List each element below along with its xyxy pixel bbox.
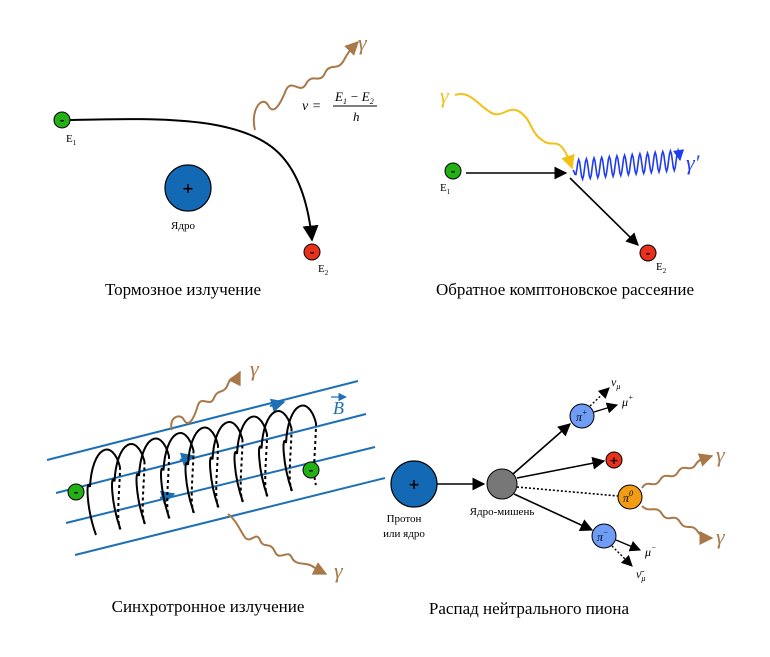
e1-label: E1 <box>440 182 451 196</box>
bremsstrahlung-caption: Тормозное излучение <box>105 280 261 299</box>
electron-e2: - <box>303 243 321 261</box>
proton-label-line2: или ядро <box>383 528 425 540</box>
photon-wave-top <box>170 370 241 431</box>
target-nucleus <box>486 468 518 500</box>
gamma-wave-top <box>641 453 714 489</box>
nu-mu-label: νμ <box>611 375 620 391</box>
electron-helix <box>86 404 317 536</box>
electron-e1: - <box>444 162 462 180</box>
mu-minus-path <box>615 539 642 552</box>
nucleus: + <box>164 164 212 212</box>
helix-loop-back <box>264 433 268 497</box>
field-label: B <box>331 392 347 418</box>
mu-plus-label: μ+ <box>621 393 633 409</box>
e1-label: E1 <box>66 133 77 147</box>
photon-wave-bottom <box>227 513 328 575</box>
formula-lhs: ν = <box>302 99 321 114</box>
outgoing-photon-label: γ′ <box>686 150 701 175</box>
proton-product: + <box>605 451 623 469</box>
field-arrow <box>159 490 176 505</box>
electron-e2: - <box>639 244 657 262</box>
nubar-mu-path <box>611 545 633 567</box>
synchrotron-panel: B - - γ γ Синхротронное излучение <box>46 356 386 616</box>
pi-plus-path <box>512 423 571 475</box>
outgoing-photon-wave <box>572 147 685 182</box>
pi-minus: π− <box>591 523 617 549</box>
electron-sign: - <box>60 114 65 127</box>
e2-label: E2 <box>656 261 667 275</box>
scattered-electron-path <box>569 177 639 246</box>
pi-plus: π+ <box>569 403 595 429</box>
svg-text:-: - <box>646 247 651 260</box>
svg-text:-: - <box>74 486 79 499</box>
incoming-photon-label: γ <box>440 83 450 108</box>
proton-product-path <box>516 456 606 479</box>
nucleus-label: Ядро <box>171 220 195 232</box>
incoming-photon-wave <box>454 93 575 170</box>
field-arrow <box>179 452 196 467</box>
svg-text:-: - <box>309 464 314 477</box>
photon-label: γ <box>358 30 368 55</box>
inverse-compton-caption: Обратное комптоновское рассеяние <box>436 280 694 299</box>
incoming-proton: + <box>390 460 438 508</box>
target-label: Ядро-мишень <box>470 506 535 518</box>
helix-loop-back <box>215 444 219 508</box>
field-line <box>55 413 367 494</box>
e2-label: E2 <box>318 263 329 277</box>
svg-text:-: - <box>310 246 315 259</box>
pion-decay-caption: Распад нейтрального пиона <box>429 599 630 618</box>
formula: ν = E1− E2 h <box>302 89 377 124</box>
nucleus-sign: + <box>182 181 194 197</box>
svg-text:B: B <box>333 398 344 418</box>
svg-text:π+: π+ <box>576 408 587 424</box>
electron-start: - <box>67 483 85 501</box>
photon-wave <box>252 41 359 131</box>
formula-denominator: h <box>353 109 360 124</box>
svg-text:π−: π− <box>597 528 608 544</box>
photon-label-bottom: γ <box>334 558 344 583</box>
gamma-top-label: γ <box>716 442 726 467</box>
pi-zero-path <box>516 486 619 497</box>
electron-trajectory <box>69 118 319 242</box>
pi-minus-path <box>513 493 594 531</box>
bremsstrahlung-panel: - E1 + Ядро - E2 γ ν = E1− E2 h Тормозное… <box>53 30 377 299</box>
field-arrow <box>269 398 286 413</box>
helix-loop-back <box>190 450 195 513</box>
nu-mu-path <box>589 387 610 407</box>
helix-loop-back <box>239 439 244 502</box>
proton-label-line1: Протон <box>387 513 422 525</box>
pion-decay-panel: + Протон или ядро Ядро-мишень π+ νμ μ+ +… <box>383 375 726 618</box>
helix-loop-front <box>86 448 121 536</box>
electron-e1: - <box>53 111 71 129</box>
pi-zero: π0 <box>617 484 643 510</box>
gamma-wave-bottom <box>641 505 714 545</box>
field-line <box>46 380 359 461</box>
gamma-bottom-label: γ <box>716 524 726 549</box>
svg-text:-: - <box>451 165 456 178</box>
nubar-mu-label: ν̄μ <box>636 567 645 583</box>
synchrotron-caption: Синхротронное излучение <box>112 597 305 616</box>
svg-text:π0: π0 <box>623 489 633 505</box>
photon-label-top: γ <box>250 356 260 381</box>
formula-numerator: E1− E2 <box>334 89 374 106</box>
helix-loop-back <box>288 428 293 491</box>
helix-loop-front <box>282 404 317 492</box>
svg-text:+: + <box>408 477 420 493</box>
svg-text:+: + <box>609 454 618 467</box>
electron-end: - <box>302 461 320 479</box>
mu-minus-label: μ− <box>644 543 656 559</box>
mu-plus-path <box>593 402 619 414</box>
inverse-compton-panel: γ - E1 γ′ - E2 Обратное комптоновское ра… <box>436 83 701 299</box>
